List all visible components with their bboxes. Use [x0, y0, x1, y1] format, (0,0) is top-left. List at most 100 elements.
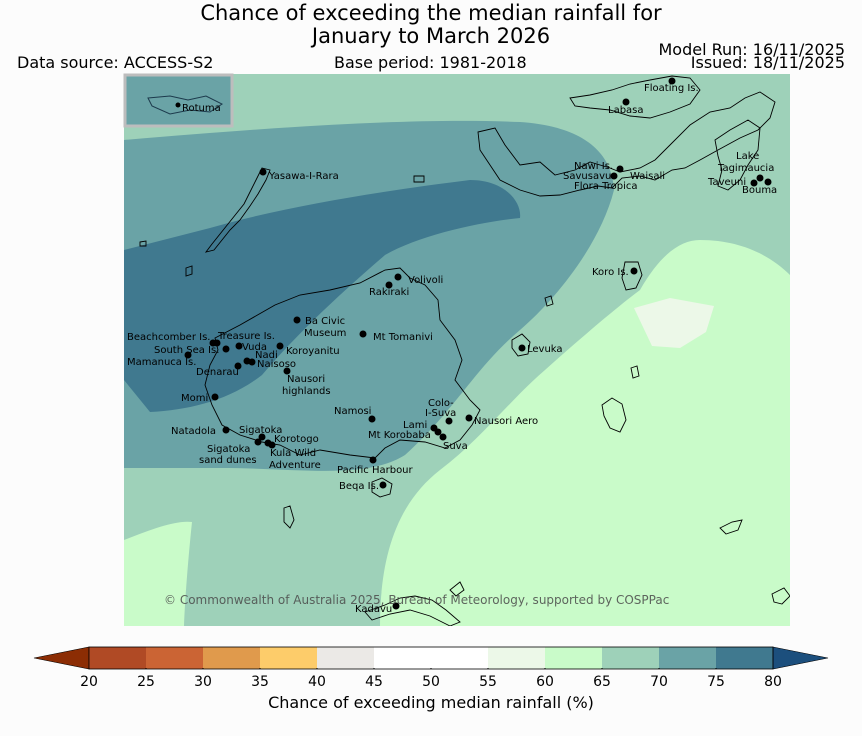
ovalau-coast: [511, 333, 531, 357]
colorbar-segment: [488, 647, 546, 669]
label-waisali: Waisali: [630, 171, 665, 182]
label-adventure: Adventure: [269, 460, 321, 471]
label-mt-tomanivi: Mt Tomanivi: [373, 332, 433, 343]
label-kula-wild: Kula Wild: [270, 448, 316, 459]
colorbar-segment: [602, 647, 660, 669]
label-sigatoka-dunes: Sigatoka: [207, 444, 250, 455]
inset-label-rotuma: Rotuma: [182, 103, 221, 114]
colorbar-tick-label: 60: [536, 674, 554, 690]
islet-coast-f: [139, 240, 147, 247]
colorbar-tick-label: 30: [194, 674, 212, 690]
place-markers: [184, 77, 772, 610]
rotuma-inset: Rotuma: [123, 73, 234, 128]
colorbar-arrow-high: [772, 646, 829, 670]
label-yasawa-i-rara: Yasawa-I-Rara: [268, 171, 339, 182]
data-source-label: Data source: ACCESS-S2: [17, 53, 214, 72]
kadavu-coast: [364, 595, 461, 626]
label-mamanuca-is: Mamanuca Is.: [127, 357, 196, 368]
colorbar-arrow-low: [33, 646, 90, 670]
colorbar-segment: [260, 647, 318, 669]
colorbar-segment: [545, 647, 603, 669]
colorbar-tick-label: 50: [422, 674, 440, 690]
colorbar-tick-label: 40: [308, 674, 326, 690]
label-beqa-is: Beqa Is.: [339, 481, 379, 492]
label-kadavu: Kadavu: [355, 604, 392, 615]
label-beachcomber-is: Beachcomber Is.: [127, 332, 210, 343]
colorbar-tick-label: 35: [251, 674, 269, 690]
label-lami: Lami: [403, 420, 427, 431]
label-flora-tropica: Flora Tropica: [574, 181, 637, 192]
gau-coast: [601, 397, 627, 433]
label-lake: Lake: [736, 151, 759, 162]
label-pacific-harbour: Pacific Harbour: [337, 465, 414, 476]
islet-coast-b: [771, 587, 790, 605]
model-run-label: Model Run: 16/11/2025: [658, 40, 846, 59]
label-nausori: Nausori: [287, 374, 325, 385]
label-museum: Museum: [304, 328, 346, 339]
vatulele-coast: [283, 505, 295, 529]
islet-coast-a: [719, 519, 743, 535]
label-nadi: Nadi: [255, 350, 278, 361]
colorbar-segment: [659, 647, 717, 669]
label-labasa: Labasa: [608, 105, 644, 116]
colorbar-tick-label: 45: [365, 674, 383, 690]
label-suva: Suva: [443, 441, 468, 452]
label-nausori-aero: Nausori Aero: [474, 416, 538, 427]
colorbar-tick-label: 20: [80, 674, 98, 690]
title-line-1: Chance of exceeding the median rainfall …: [200, 1, 662, 25]
label-levuka: Levuka: [527, 344, 563, 355]
colorbar-tick-label: 55: [479, 674, 497, 690]
label-treasure-is: Treasure Is.: [217, 331, 275, 342]
base-period-label: Base period: 1981-2018: [334, 53, 527, 72]
label-highlands: highlands: [282, 386, 331, 397]
copyright-notice: © Commonwealth of Australia 2025, Bureau…: [164, 593, 669, 607]
colorbar-segment: [146, 647, 204, 669]
label-floating-is: Floating Is.: [644, 83, 699, 94]
label-south-sea-is: South Sea Is.: [154, 345, 219, 356]
colorbar-tick-label: 70: [650, 674, 668, 690]
colorbar-tick-label: 75: [707, 674, 725, 690]
colorbar-segment: [716, 647, 774, 669]
label-koro-is: Koro Is.: [592, 267, 629, 278]
label-savusavu: Savusavu: [563, 171, 611, 182]
colorbar-tick-label: 80: [764, 674, 782, 690]
label-volivoli: Volivoli: [408, 275, 443, 286]
label-namosi: Namosi: [334, 406, 371, 417]
label-colo: Colo-: [428, 398, 454, 409]
map-title: Chance of exceeding the median rainfall …: [0, 2, 862, 48]
label-mt-korobaba: Mt Korobaba: [368, 430, 431, 441]
label-vuda: Vuda: [242, 342, 267, 353]
islet-coast-d: [413, 175, 425, 183]
viti-levu-coast: [204, 267, 481, 459]
islet-coast-e: [544, 295, 554, 307]
colorbar-segment: [374, 647, 432, 669]
islet-coast-h: [630, 365, 640, 379]
label-tagimaucia: Tagimaucia: [717, 163, 774, 174]
label-ba-civic: Ba Civic: [305, 316, 345, 327]
probability-field: [124, 74, 790, 626]
label-denarau: Denarau: [196, 367, 239, 378]
vanua-levu-north-coast: [569, 75, 701, 119]
title-line-2: January to March 2026: [311, 24, 551, 48]
taveuni-coast: [714, 119, 761, 191]
label-taveuni: Taveuni: [707, 177, 746, 188]
colorbar-segment: [317, 647, 375, 669]
islet-coast-c: [449, 581, 465, 597]
colorbar-segment: [203, 647, 261, 669]
vanua-levu-coast: [477, 91, 776, 197]
colorbar-tick-label: 65: [593, 674, 611, 690]
zone-55-60: [634, 298, 714, 348]
zone-60-65-southwest: [124, 521, 192, 626]
islet-coast-g: [185, 265, 193, 277]
label-nawi-is: Nawi Is.: [574, 161, 613, 172]
place-labels: Floating Is. Labasa Yasawa-I-Rara Nawi I…: [127, 83, 777, 615]
label-natadola: Natadola: [171, 426, 216, 437]
yasawa-coast: [204, 167, 271, 253]
colorbar-tick-label: 25: [137, 674, 155, 690]
label-momi: Momi: [181, 393, 208, 404]
colorbar-segment: [431, 647, 489, 669]
label-sigatoka: Sigatoka: [239, 425, 282, 436]
issued-label: Issued: 18/11/2025: [690, 53, 845, 72]
label-koroyanitu: Koroyanitu: [286, 346, 340, 357]
